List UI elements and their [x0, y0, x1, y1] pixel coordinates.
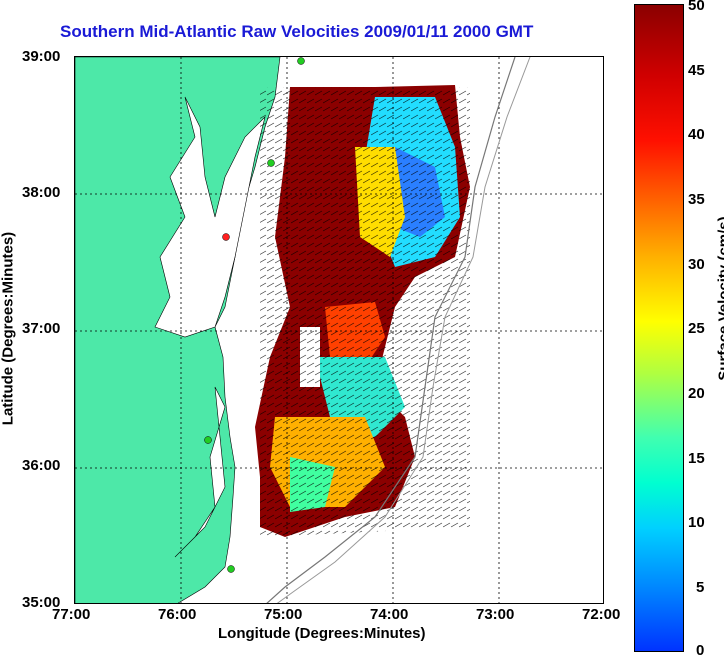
x-tick-label: 75:00	[264, 606, 303, 623]
colorbar-tick: 5	[696, 579, 705, 596]
grid-lines	[75, 57, 603, 603]
colorbar-tick: 20	[688, 385, 705, 402]
x-tick-label: 74:00	[370, 606, 409, 623]
map-plot-area	[74, 56, 604, 604]
colorbar-tick: 0	[696, 642, 705, 659]
colorbar-tick: 45	[688, 62, 705, 79]
y-tick-label: 36:00	[22, 457, 61, 474]
colorbar-tick: 10	[688, 514, 705, 531]
colorbar-label: Surface Velocity (cm/s)	[715, 216, 724, 381]
velocity-field	[255, 85, 470, 537]
station-marker	[222, 233, 230, 241]
sound-water	[174, 386, 226, 558]
colorbar	[634, 4, 684, 652]
y-tick-label: 35:00	[22, 594, 61, 611]
colorbar-tick: 30	[688, 256, 705, 273]
map-svg	[75, 57, 603, 603]
bathymetry-contour	[266, 57, 516, 603]
y-axis-label: Latitude (Degrees:Minutes)	[0, 231, 17, 426]
colorbar-tick: 25	[688, 320, 705, 337]
y-tick-label: 39:00	[22, 48, 61, 65]
x-axis-label: Longitude (Degrees:Minutes)	[218, 625, 426, 642]
x-tick-label: 72:00	[582, 606, 621, 623]
y-tick-label: 37:00	[22, 320, 61, 337]
map-title: Southern Mid-Atlantic Raw Velocities 200…	[60, 22, 534, 41]
station-marker	[227, 565, 235, 573]
x-tick-label: 77:00	[52, 606, 91, 623]
colorbar-tick: 50	[688, 0, 705, 14]
station-marker	[297, 57, 305, 65]
bathymetry-contour-2	[276, 57, 531, 603]
colorbar-tick: 40	[688, 126, 705, 143]
y-tick-label: 38:00	[22, 184, 61, 201]
colorbar-tick: 15	[688, 450, 705, 467]
station-marker	[267, 159, 275, 167]
x-tick-label: 76:00	[158, 606, 197, 623]
colorbar-tick: 35	[688, 191, 705, 208]
station-marker	[204, 436, 212, 444]
x-tick-label: 73:00	[476, 606, 515, 623]
hf-radar-stations	[204, 57, 305, 573]
